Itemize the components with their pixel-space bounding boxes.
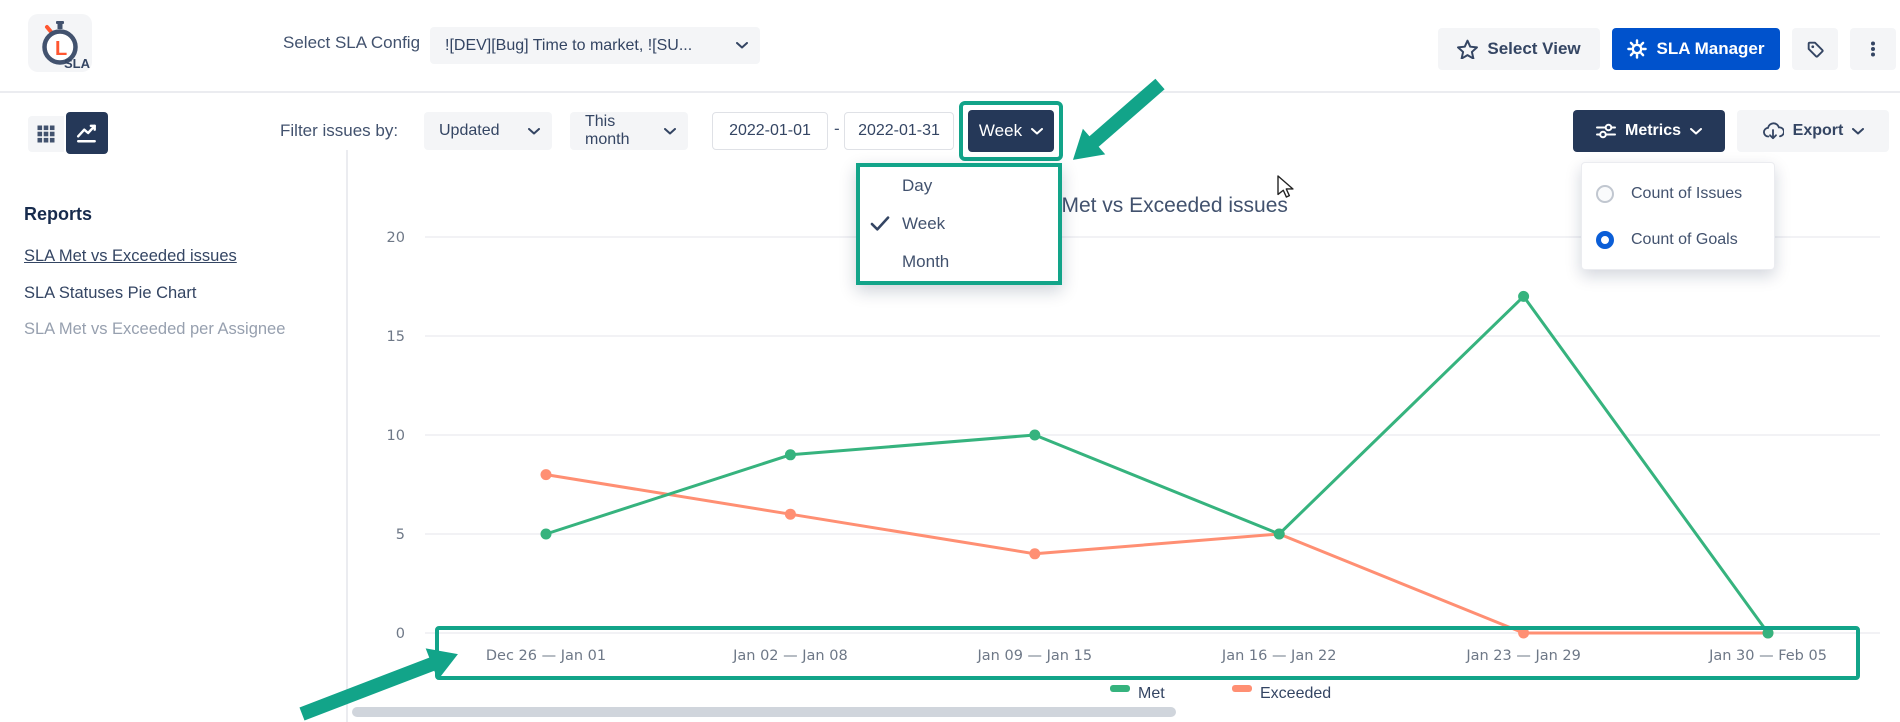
- metrics-option-count-of-goals[interactable]: Count of Goals: [1582, 217, 1774, 263]
- chevron-down-icon: [736, 42, 748, 49]
- chevron-down-icon: [1852, 127, 1865, 134]
- granularity-select-button[interactable]: Week: [968, 110, 1054, 152]
- select-view-label: Select View: [1487, 39, 1581, 58]
- date-range-preset-value: This month: [585, 113, 630, 148]
- data-point-exceeded-1[interactable]: [784, 508, 796, 520]
- annotation-highlight-x-axis: [435, 626, 1860, 680]
- date-range-preset-select[interactable]: This month: [570, 112, 688, 150]
- metrics-button[interactable]: Metrics: [1573, 110, 1725, 152]
- app-logo: L SLA: [28, 14, 92, 72]
- filter-field-select[interactable]: Updated: [424, 112, 552, 150]
- export-label: Export: [1792, 122, 1844, 139]
- date-separator: -: [834, 119, 840, 138]
- date-from-input[interactable]: [712, 112, 828, 150]
- chevron-down-icon: [528, 127, 540, 134]
- logo-text: SLA: [64, 56, 91, 71]
- radio-selected-icon[interactable]: [1596, 231, 1614, 249]
- chart-title: SLA Met vs Exceeded issues: [1017, 194, 1288, 217]
- stopwatch-knob-icon: [56, 21, 64, 24]
- y-tick-label: 5: [396, 527, 405, 543]
- sla-config-select[interactable]: ![DEV][Bug] Time to market, ![SU...: [430, 27, 760, 64]
- data-point-exceeded-2[interactable]: [1029, 548, 1041, 560]
- chevron-down-icon: [1690, 127, 1703, 134]
- granularity-dropdown-menu: Day Week Month: [856, 163, 1062, 285]
- x-tick-label: Jan 16 — Jan 22: [1221, 648, 1337, 664]
- more-options-button[interactable]: [1850, 28, 1896, 70]
- header-divider: [0, 91, 1900, 93]
- granularity-value: Week: [978, 121, 1023, 140]
- y-tick-label: 20: [387, 230, 405, 246]
- chevron-down-icon: [1031, 127, 1044, 134]
- sla-line-chart: 0 5 10 15 20 SLA Met vs Exceeded issues Dec 26…: [387, 194, 1880, 702]
- data-point-exceeded-4[interactable]: [1518, 627, 1530, 639]
- grid-icon: [37, 125, 55, 143]
- legend-label-met[interactable]: Met: [1138, 685, 1165, 702]
- filter-issues-by-label: Filter issues by:: [280, 121, 399, 140]
- metrics-dropdown-menu: Count of Issues Count of Goals: [1581, 162, 1775, 270]
- chevron-down-icon: [664, 127, 676, 134]
- y-tick-label: 0: [396, 626, 405, 642]
- metrics-label: Metrics: [1624, 122, 1682, 139]
- menu-item-week[interactable]: Week: [860, 205, 1058, 243]
- export-button[interactable]: Export: [1737, 110, 1889, 152]
- legend-swatch-exceeded[interactable]: [1232, 685, 1252, 692]
- y-tick-label: 15: [387, 329, 405, 345]
- x-tick-label: Dec 26 — Jan 01: [486, 648, 606, 664]
- date-to-input[interactable]: [844, 112, 954, 150]
- data-point-met-1[interactable]: [784, 449, 796, 461]
- sliders-icon: [1595, 123, 1616, 139]
- sla-manager-label: SLA Manager: [1656, 39, 1765, 58]
- sidebar-item-sla-statuses-pie-chart[interactable]: SLA Statuses Pie Chart: [24, 284, 197, 302]
- series-line-met: [545, 294, 1770, 634]
- cloud-download-icon: [1762, 122, 1784, 140]
- logo-letter: L: [55, 38, 67, 60]
- data-point-met-2[interactable]: [1029, 429, 1041, 441]
- horizontal-scrollbar[interactable]: [352, 707, 1176, 717]
- metrics-option-label: Count of Goals: [1631, 231, 1738, 248]
- stopwatch-dial-icon: [42, 29, 78, 65]
- sidebar-item-sla-met-vs-exceeded-per-assignee[interactable]: SLA Met vs Exceeded per Assignee: [24, 320, 286, 338]
- kebab-menu-icon: [1871, 41, 1875, 57]
- grid-view-toggle-button[interactable]: [28, 116, 64, 152]
- menu-item-week-label: Week: [902, 214, 946, 233]
- reports-heading: Reports: [24, 204, 93, 224]
- chart-view-toggle-button[interactable]: [66, 112, 108, 154]
- data-point-met-0[interactable]: [540, 528, 552, 540]
- tag-icon: [1807, 41, 1824, 58]
- x-tick-label: Jan 30 — Feb 05: [1708, 648, 1827, 664]
- legend-swatch-met[interactable]: [1110, 685, 1130, 692]
- select-sla-config-label: Select SLA Config: [283, 33, 421, 52]
- menu-item-day[interactable]: Day: [860, 167, 1058, 205]
- data-point-met-3[interactable]: [1273, 528, 1285, 540]
- metrics-option-label: Count of Issues: [1631, 185, 1743, 202]
- sidebar-item-sla-met-vs-exceeded-issues[interactable]: SLA Met vs Exceeded issues: [24, 247, 237, 265]
- menu-item-month-label: Month: [902, 252, 950, 271]
- data-point-exceeded-0[interactable]: [540, 469, 552, 481]
- gear-icon: [1627, 39, 1648, 59]
- sidebar-divider: [346, 150, 348, 722]
- x-tick-label: Jan 02 — Jan 08: [732, 648, 848, 664]
- select-view-button[interactable]: Select View: [1438, 28, 1600, 70]
- metrics-option-count-of-issues[interactable]: Count of Issues: [1582, 171, 1774, 217]
- x-tick-label: Jan 09 — Jan 15: [977, 648, 1093, 664]
- filter-field-value: Updated: [439, 122, 500, 139]
- menu-item-month[interactable]: Month: [860, 243, 1058, 281]
- x-tick-label: Jan 23 — Jan 29: [1465, 648, 1581, 664]
- sla-manager-button[interactable]: SLA Manager: [1612, 28, 1780, 70]
- star-icon: [1457, 39, 1479, 59]
- menu-item-day-label: Day: [902, 176, 933, 195]
- data-point-met-5[interactable]: [1762, 627, 1774, 639]
- tag-button[interactable]: [1792, 28, 1838, 70]
- series-line-exceeded: [545, 473, 1768, 635]
- y-tick-label: 10: [387, 428, 405, 444]
- checkmark-icon: [870, 216, 890, 231]
- legend-label-exceeded[interactable]: Exceeded: [1260, 685, 1331, 702]
- radio-unselected-icon[interactable]: [1596, 185, 1614, 203]
- line-chart-icon: [76, 124, 96, 143]
- data-point-met-4[interactable]: [1518, 290, 1530, 302]
- sla-config-select-value: ![DEV][Bug] Time to market, ![SU...: [445, 36, 693, 54]
